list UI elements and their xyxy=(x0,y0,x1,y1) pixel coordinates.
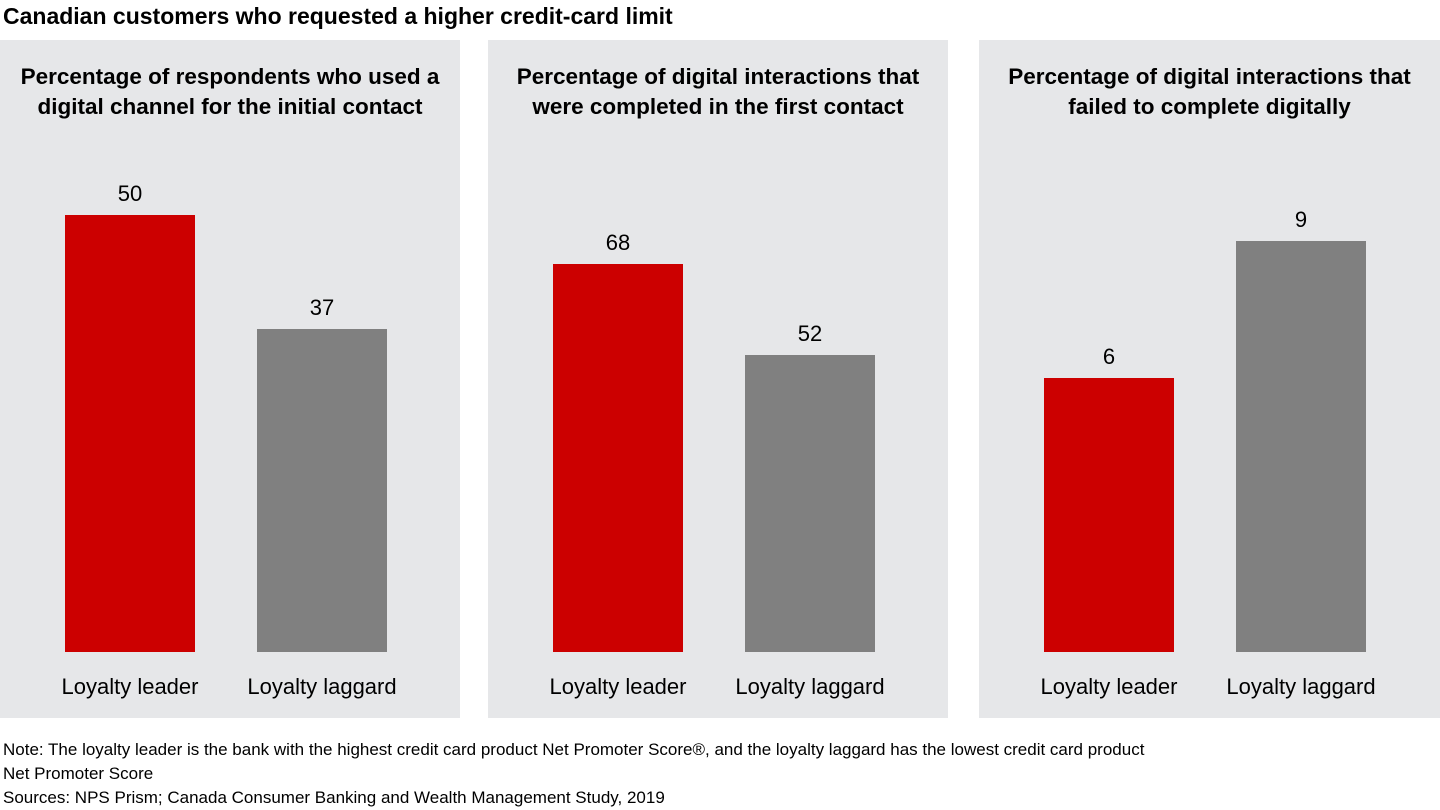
data-label: 50 xyxy=(117,180,143,206)
category-label: Loyalty leader xyxy=(549,674,687,699)
data-label: 9 xyxy=(1294,207,1308,233)
category-label: Loyalty leader xyxy=(61,674,199,699)
note-line-1: Note: The loyalty leader is the bank wit… xyxy=(3,740,1145,759)
panel-title: Percentage of respondents who used a dig… xyxy=(20,64,440,119)
category-label: Loyalty laggard xyxy=(247,674,397,699)
bar-laggard xyxy=(257,328,387,652)
category-label: Loyalty leader xyxy=(1040,674,1178,699)
bar-laggard xyxy=(745,355,875,652)
bar-leader xyxy=(553,263,683,652)
data-label: 68 xyxy=(605,229,631,255)
bar-leader xyxy=(1044,378,1174,652)
data-label: 37 xyxy=(309,294,335,320)
panel-2: Percentage of digital interactions that … xyxy=(488,40,948,718)
panel-1: Percentage of respondents who used a dig… xyxy=(0,40,460,718)
data-label: 6 xyxy=(1102,344,1116,370)
sources: Sources: NPS Prism; Canada Consumer Bank… xyxy=(3,788,665,807)
bar-leader xyxy=(65,214,195,652)
category-label: Loyalty laggard xyxy=(735,674,885,699)
panel-3: Percentage of digital interactions that … xyxy=(979,40,1440,718)
panel-title: Percentage of digital interactions that … xyxy=(1008,64,1411,119)
data-label: 52 xyxy=(797,321,823,347)
category-label: Loyalty laggard xyxy=(1226,674,1376,699)
bar-laggard xyxy=(1236,241,1366,652)
panel-title: Percentage of digital interactions that … xyxy=(516,64,920,119)
chart-title: Canadian customers who requested a highe… xyxy=(3,3,673,29)
note-line-2: Net Promoter Score xyxy=(3,764,154,783)
